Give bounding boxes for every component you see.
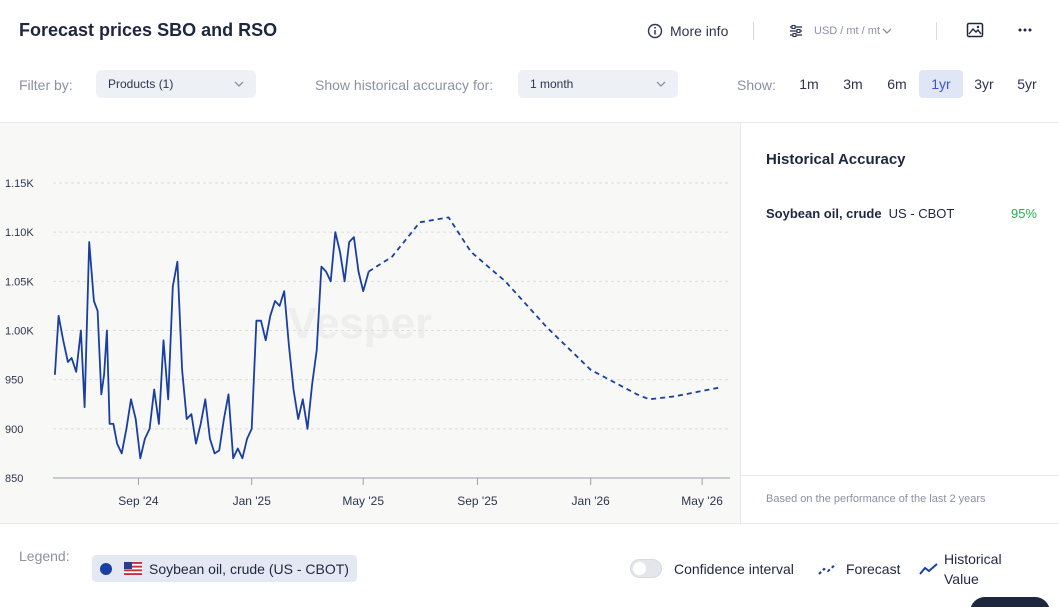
accuracy-market: US - CBOT (888, 206, 955, 221)
x-tick-label: May '26 (681, 494, 723, 508)
accuracy-value: 95% (1010, 206, 1037, 221)
more-horizontal-icon (1018, 28, 1032, 32)
chart-series (54, 216, 720, 460)
y-tick-label: 850 (5, 473, 23, 485)
chart-grid (53, 182, 730, 430)
chevron-down-icon (234, 81, 244, 87)
legend-label: Legend: (19, 548, 70, 564)
more-options-button[interactable] (1017, 22, 1033, 38)
header-divider (936, 22, 937, 40)
historical-line (54, 231, 370, 460)
y-tick-label: 1.05K (5, 276, 34, 288)
more-info-label: More info (670, 23, 729, 39)
historical-accuracy-panel: Historical Accuracy Soybean oil, crude U… (741, 122, 1059, 523)
info-icon (647, 23, 663, 39)
historical-legend-label: Historical (944, 551, 1002, 567)
unit-label: USD / mt / mt (814, 25, 880, 37)
series-chip-label: Soybean oil, crude (US - CBOT) (149, 560, 349, 577)
confidence-interval-toggle[interactable] (630, 559, 662, 578)
filter-by-label: Filter by: (19, 77, 73, 93)
products-select-value: Products (1) (108, 77, 174, 91)
x-tick-label: Jan '26 (572, 494, 611, 508)
chevron-down-icon (656, 81, 666, 87)
accuracy-select[interactable]: 1 month (518, 70, 678, 98)
unit-selector[interactable]: USD / mt / mt (789, 24, 892, 38)
range-3yr-button[interactable]: 3yr (974, 76, 994, 92)
y-tick-label: 1.15K (5, 178, 34, 190)
sliders-icon (790, 24, 802, 38)
side-title: Historical Accuracy (766, 151, 906, 168)
range-1m-button[interactable]: 1m (799, 76, 819, 92)
export-image-button[interactable] (966, 22, 984, 38)
chevron-down-icon (882, 28, 892, 34)
historical-line-icon (919, 563, 938, 575)
page-title: Forecast prices SBO and RSO (19, 20, 278, 40)
historical-legend-label-2: Value (944, 571, 979, 587)
x-tick-label: Sep '25 (457, 494, 498, 508)
more-info-button[interactable]: More info (647, 23, 728, 39)
legend-bar: Legend: Soybean oil, crude (US - CBOT) C… (0, 523, 1059, 607)
chart-panel: Vesper 850 900 950 1.00K 1.05K 1.10K 1.15K Sep… (0, 122, 741, 523)
show-label: Show: (737, 77, 776, 93)
header-divider (753, 22, 754, 40)
forecast-line-icon (818, 563, 837, 575)
forecast-line (368, 216, 720, 401)
x-tick-label: Sep '24 (118, 494, 159, 508)
x-tick-label: May '25 (342, 494, 384, 508)
x-axis: Sep '24 Jan '25 May '25 Sep '25 Jan '26 May '… (53, 477, 730, 508)
accuracy-footnote: Based on the performance of the last 2 y… (766, 493, 986, 505)
accuracy-row: Soybean oil, crude US - CBOT 95% (766, 206, 1037, 221)
y-axis: 850 900 950 1.00K 1.05K 1.10K 1.15K (5, 178, 34, 485)
series-dot (100, 562, 112, 575)
range-1yr-button[interactable]: 1yr (919, 70, 963, 98)
series-chip[interactable]: Soybean oil, crude (US - CBOT) (92, 555, 357, 582)
side-divider (741, 475, 1059, 476)
price-chart: Vesper 850 900 950 1.00K 1.05K 1.10K 1.15K Sep… (5, 178, 730, 508)
watermark: Vesper (288, 299, 432, 348)
products-select[interactable]: Products (1) (96, 70, 256, 98)
y-tick-label: 950 (5, 375, 23, 387)
accuracy-label: Show historical accuracy for: (315, 77, 494, 93)
image-icon (966, 22, 984, 38)
us-flag-icon (124, 562, 142, 575)
accuracy-commodity: Soybean oil, crude (766, 206, 882, 221)
y-tick-label: 1.00K (5, 326, 34, 338)
range-6m-button[interactable]: 6m (887, 76, 907, 92)
forecast-legend-label: Forecast (846, 561, 901, 577)
range-3m-button[interactable]: 3m (843, 76, 863, 92)
y-tick-label: 1.10K (5, 227, 34, 239)
chat-launcher-button[interactable] (970, 597, 1050, 607)
confidence-interval-label: Confidence interval (674, 561, 794, 577)
x-tick-label: Jan '25 (233, 494, 272, 508)
range-5yr-button[interactable]: 5yr (1017, 76, 1037, 92)
y-tick-label: 900 (5, 424, 23, 436)
accuracy-select-value: 1 month (530, 77, 574, 91)
